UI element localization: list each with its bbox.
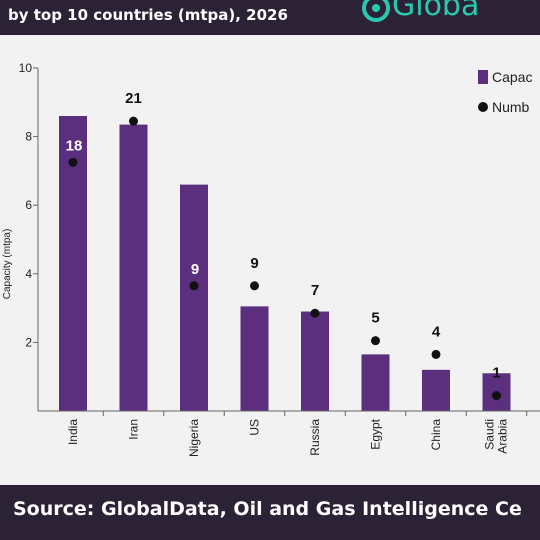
- bar-3: [240, 306, 269, 411]
- chart: India Iran Nigeria US Russia Egypt China SaudiA…: [0, 35, 540, 485]
- y-tick-label-3: 8: [25, 130, 32, 144]
- point-label-2: 9: [191, 261, 199, 278]
- y-axis-label: Capacity (mtpa): [2, 229, 13, 300]
- point-4: [310, 308, 320, 318]
- x-tick-label-2: Nigeria: [187, 419, 201, 457]
- point-6: [431, 349, 441, 359]
- point-7: [492, 391, 501, 401]
- x-tick-label-group-5: Egypt: [369, 418, 383, 449]
- point-0: [68, 157, 78, 167]
- globaldata-logo-icon: [362, 0, 390, 22]
- x-tick-label-group-7: SaudiArabia: [483, 419, 510, 454]
- y-tick-label-4: 10: [19, 61, 33, 75]
- header-bar: by top 10 countries (mtpa), 2026 Globa: [0, 0, 540, 35]
- point-label-5: 5: [371, 310, 379, 327]
- y-tick-label-0: 2: [25, 335, 32, 349]
- x-tick-label-group-3: US: [248, 419, 262, 436]
- bar-5: [361, 354, 390, 411]
- chart-title: by top 10 countries (mtpa), 2026: [8, 6, 288, 24]
- source-note: Source: GlobalData, Oil and Gas Intellig…: [13, 498, 522, 520]
- bar-1: [119, 124, 148, 411]
- point-2: [189, 281, 199, 291]
- point-label-0: 18: [66, 137, 83, 154]
- x-tick-label-1: Iran: [127, 419, 141, 440]
- x-tick-label-4: Russia: [308, 419, 322, 456]
- point-label-1: 21: [125, 90, 142, 107]
- point-label-3: 9: [250, 255, 258, 272]
- legend: Capac Numb: [478, 69, 532, 115]
- point-3: [250, 281, 259, 291]
- point-5: [371, 336, 380, 346]
- footer-bar: Source: GlobalData, Oil and Gas Intellig…: [0, 485, 540, 540]
- bar-6: [422, 369, 450, 411]
- x-tick-label-5: Egypt: [369, 418, 383, 449]
- x-tick-label-0: India: [66, 419, 80, 445]
- legend-label-capacity: Capac: [492, 69, 532, 85]
- x-tick-label-group-1: Iran: [127, 419, 141, 440]
- bar-4: [301, 311, 329, 411]
- y-tick-label-2: 6: [25, 198, 32, 212]
- logo-wordmark: Globa: [392, 0, 480, 23]
- point-label-4: 7: [311, 282, 319, 299]
- chart-svg: India Iran Nigeria US Russia Egypt China SaudiA…: [2, 61, 540, 457]
- bar-2: [180, 184, 208, 411]
- x-tick-label-group-6: China: [429, 419, 443, 451]
- legend-marker-number: [478, 102, 488, 112]
- point-label-7: 1: [492, 365, 500, 382]
- point-label-6: 4: [432, 323, 441, 340]
- x-tick-label-7: SaudiArabia: [483, 419, 510, 454]
- y-tick-label-1: 4: [25, 267, 32, 281]
- x-tick-label-3: US: [248, 419, 262, 436]
- point-1: [129, 116, 138, 126]
- x-tick-label-group-0: India: [66, 419, 80, 445]
- x-tick-label-group-2: Nigeria: [187, 419, 201, 457]
- x-tick-label-6: China: [429, 419, 443, 451]
- legend-swatch-capacity: [478, 70, 488, 84]
- legend-label-number: Numb: [492, 99, 530, 115]
- x-tick-label-group-4: Russia: [308, 419, 322, 456]
